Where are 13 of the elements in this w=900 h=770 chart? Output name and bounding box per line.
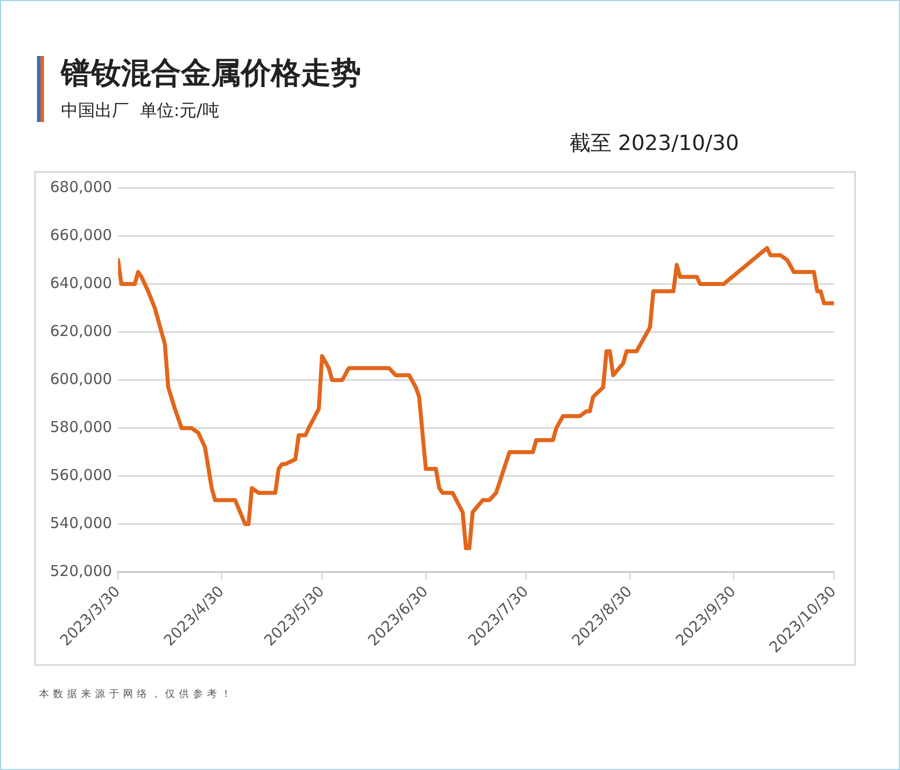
y-tick-label: 660,000 bbox=[50, 226, 112, 244]
y-tick-label: 560,000 bbox=[50, 466, 112, 484]
y-tick-label: 580,000 bbox=[50, 418, 112, 436]
chart-subtitle: 中国出厂 单位:元/吨 bbox=[61, 100, 220, 122]
y-tick-label: 540,000 bbox=[50, 514, 112, 532]
y-tick-label: 600,000 bbox=[50, 370, 112, 388]
text: 本数据来源于网络，仅供参考！ bbox=[39, 688, 235, 701]
y-tick-label: 520,000 bbox=[50, 562, 112, 580]
text: 截至 2023/10/30 bbox=[569, 130, 739, 157]
y-tick-label: 680,000 bbox=[50, 178, 112, 196]
y-tick-label: 620,000 bbox=[50, 322, 112, 340]
y-tick-label: 640,000 bbox=[50, 274, 112, 292]
chart-title: 镨钕混合金属价格走势 bbox=[61, 55, 361, 93]
